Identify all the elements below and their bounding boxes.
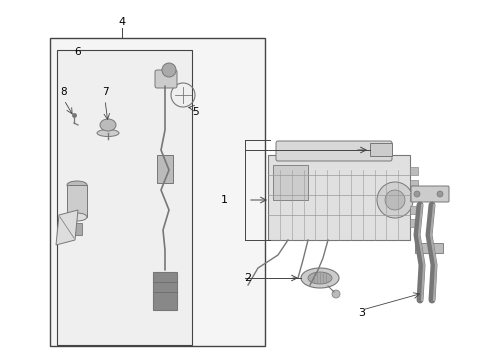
Polygon shape: [370, 143, 392, 156]
Ellipse shape: [308, 272, 332, 284]
Bar: [410, 219, 418, 227]
Circle shape: [332, 290, 340, 298]
Polygon shape: [56, 210, 78, 245]
Bar: [410, 180, 418, 188]
FancyBboxPatch shape: [155, 70, 177, 88]
Text: 6: 6: [74, 47, 81, 57]
Circle shape: [437, 191, 443, 197]
Ellipse shape: [67, 181, 87, 189]
Text: 1: 1: [221, 195, 228, 205]
Text: 4: 4: [119, 17, 125, 27]
Circle shape: [162, 63, 176, 77]
Circle shape: [414, 191, 420, 197]
Ellipse shape: [97, 130, 119, 136]
Ellipse shape: [67, 213, 87, 221]
Bar: [153, 272, 177, 310]
Bar: [50, 38, 265, 346]
FancyBboxPatch shape: [276, 141, 392, 161]
Bar: [72, 223, 82, 235]
Circle shape: [377, 182, 413, 218]
Bar: [268, 155, 410, 240]
Text: 5: 5: [192, 107, 198, 117]
FancyBboxPatch shape: [411, 186, 449, 202]
Bar: [57, 50, 192, 345]
Bar: [157, 155, 173, 183]
Bar: [273, 165, 308, 200]
Ellipse shape: [301, 268, 339, 288]
Text: 7: 7: [102, 87, 108, 97]
Bar: [410, 193, 418, 201]
Bar: [415, 243, 443, 253]
Text: 3: 3: [359, 308, 366, 318]
Bar: [67, 185, 87, 217]
Circle shape: [385, 190, 405, 210]
Ellipse shape: [100, 119, 116, 131]
Text: 2: 2: [245, 273, 251, 283]
Text: 8: 8: [61, 87, 67, 97]
Bar: [410, 206, 418, 214]
Bar: [410, 167, 418, 175]
